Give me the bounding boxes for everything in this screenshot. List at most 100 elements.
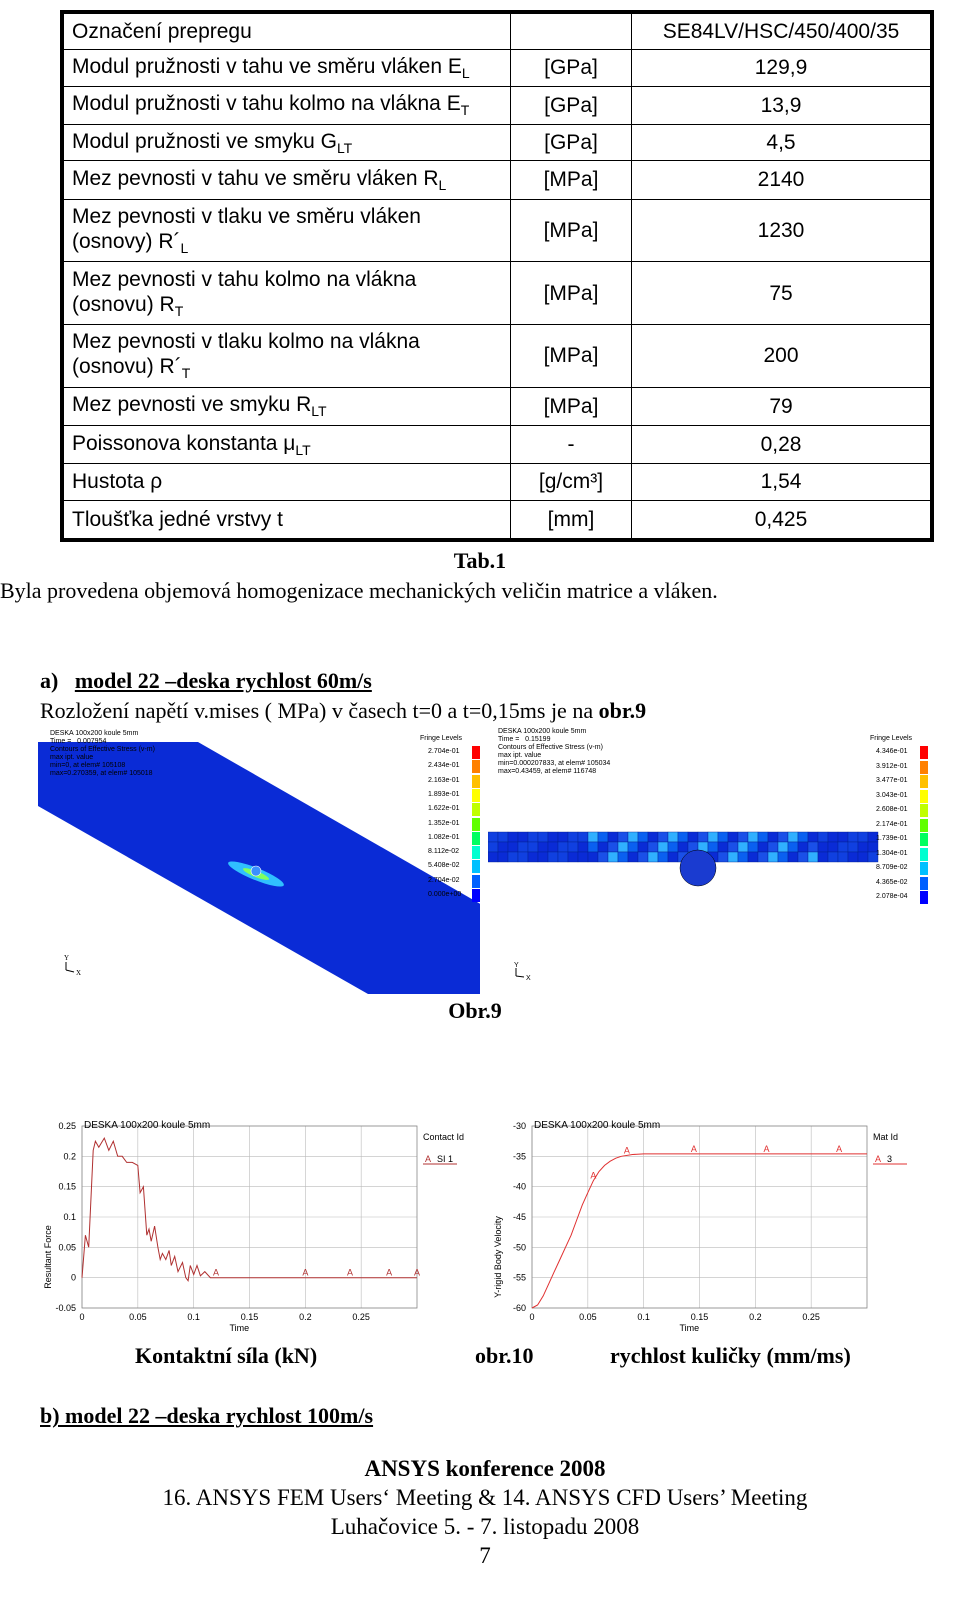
x-tick-label: 0.1 bbox=[187, 1312, 200, 1322]
section-a-heading: a) model 22 –deska rychlost 60m/s bbox=[40, 668, 372, 694]
legend-value: 2.078e-04 bbox=[876, 893, 908, 900]
table-row: Modul pružnosti v tahu kolmo na vlákna E… bbox=[63, 85, 931, 126]
legend-value: 1.739e-01 bbox=[876, 835, 908, 842]
legend-value: 1.893e-01 bbox=[428, 790, 460, 798]
legend-swatch bbox=[472, 860, 480, 874]
fe-right-max: max=0.43459, at elem# 116748 bbox=[498, 768, 597, 775]
fe-right-time: Time = 0.15199 bbox=[498, 736, 551, 743]
legend-value: 0.000e+00 bbox=[428, 891, 462, 898]
legend-swatch bbox=[472, 817, 480, 831]
header-name: Označení prepregu bbox=[63, 12, 511, 51]
series-marker: A bbox=[213, 1268, 219, 1278]
property-name-text: Modul pružnosti ve smyku G bbox=[72, 129, 337, 153]
fig10-right-caption: rychlost kuličky (mm/ms) bbox=[610, 1343, 851, 1368]
legend-swatch bbox=[920, 789, 928, 803]
property-unit: [GPa] bbox=[510, 85, 632, 126]
property-name-text: Modul pružnosti v tahu ve směru vláken E bbox=[72, 55, 462, 79]
svg-text:Y: Y bbox=[514, 962, 519, 969]
legend-value: 8.112e-02 bbox=[428, 848, 460, 856]
y-tick-label: 0.05 bbox=[58, 1242, 76, 1252]
property-value: 0,425 bbox=[631, 499, 931, 540]
table-row: Mez pevnosti v tlaku ve směru vláken (osn… bbox=[63, 198, 931, 263]
ball-velocity-chart: -30 -35 -40 -45 -50 -55 -600 0.05 0.1 0.15 0.2 0.25… bbox=[493, 1120, 907, 1333]
property-subscript: L bbox=[438, 177, 447, 194]
series-marker: A bbox=[347, 1268, 353, 1278]
legend-title: Contact Id bbox=[423, 1132, 464, 1142]
y-axis-label: Resultant Force bbox=[43, 1225, 53, 1289]
fe-right-max-ipt: max ipt. value bbox=[498, 752, 542, 759]
property-name-text: Mez pevnosti v tlaku ve směru vláken bbox=[72, 204, 421, 228]
series-line bbox=[81, 1136, 417, 1282]
footer-page-number: 7 bbox=[479, 1543, 491, 1568]
legend-swatch bbox=[472, 788, 480, 802]
fe-right-min: min=0.000207833, at elem# 105034 bbox=[498, 760, 611, 767]
property-unit: - bbox=[510, 424, 632, 465]
section-a-title: model 22 –deska rychlost 60m/s bbox=[74, 668, 372, 693]
table-header-row: Označení prepregu SE84LV/HSC/450/400/35 bbox=[63, 12, 931, 51]
property-value: 1230 bbox=[631, 198, 931, 263]
fe-right-plate bbox=[488, 831, 879, 887]
material-properties-table: Označení prepregu SE84LV/HSC/450/400/35 … bbox=[60, 10, 934, 542]
plot-frame bbox=[531, 1125, 868, 1309]
legend-value: 2.704e-02 bbox=[428, 876, 460, 884]
y-axis-label: Y-rigid Body Velocity bbox=[493, 1216, 503, 1298]
property-unit: [GPa] bbox=[510, 49, 632, 87]
section-a-label: a) bbox=[40, 668, 59, 693]
x-tick-label: 0.25 bbox=[802, 1312, 820, 1322]
fe-left-max: max=0.270359, at elem# 105018 bbox=[50, 770, 153, 777]
property-value: 4,5 bbox=[631, 124, 931, 162]
property-name-text: Mez pevnosti v tlaku kolmo na vlákna bbox=[72, 330, 420, 354]
legend-value: 1.352e-01 bbox=[428, 819, 460, 827]
x-tick-label: 0 bbox=[529, 1312, 534, 1322]
legend-marker: A bbox=[425, 1154, 431, 1164]
legend-value: 2.704e-01 bbox=[428, 748, 460, 755]
property-name: Modul pružnosti v tahu ve směru vláken E… bbox=[63, 49, 511, 87]
series-marker: A bbox=[836, 1144, 842, 1154]
table-row: Hustota ρ [g/cm³] 1,54 bbox=[63, 463, 931, 501]
legend-swatch bbox=[920, 746, 928, 759]
table-row: Tloušťka jedné vrstvy t [mm] 0,425 bbox=[63, 499, 931, 540]
property-name-text: Hustota ρ bbox=[72, 470, 163, 494]
property-unit: [MPa] bbox=[510, 198, 632, 263]
property-name: Hustota ρ bbox=[63, 463, 511, 501]
legend-value: 2.434e-01 bbox=[428, 762, 460, 770]
x-tick-label: 0.25 bbox=[352, 1312, 370, 1322]
svg-text:X: X bbox=[76, 969, 81, 977]
property-name-text: Mez pevnosti ve smyku R bbox=[72, 393, 312, 417]
property-subscript: T bbox=[460, 102, 470, 119]
fe-right-contours: Contours of Effective Stress (v-m) bbox=[498, 744, 603, 751]
y-tick-label: -40 bbox=[513, 1182, 526, 1192]
property-value: 0,28 bbox=[631, 424, 931, 465]
property-value: 2140 bbox=[631, 160, 931, 200]
property-unit: [g/cm³] bbox=[510, 463, 632, 501]
legend-swatch bbox=[920, 862, 928, 875]
legend-value: 1.622e-01 bbox=[428, 805, 460, 813]
property-name-text: Poissonova konstanta μ bbox=[72, 431, 296, 455]
y-tick-label: 0.15 bbox=[58, 1182, 76, 1192]
y-tick-label: 0.2 bbox=[63, 1151, 76, 1161]
legend-value: 1.304e-01 bbox=[876, 849, 908, 857]
legend-swatch bbox=[920, 775, 928, 788]
property-name-text: Tloušťka jedné vrstvy t bbox=[72, 507, 283, 531]
fe-right-figure: DESKA 100x200 koule 5mm Time = 0.15199 C… bbox=[488, 728, 928, 928]
y-tick-label: -55 bbox=[513, 1273, 526, 1283]
property-value: 200 bbox=[631, 323, 931, 388]
legend-swatch bbox=[920, 804, 928, 817]
property-name: Mez pevnosti v tlaku kolmo na vlákna (osn… bbox=[63, 323, 511, 388]
property-name-line2: (osnovu) R bbox=[72, 292, 175, 316]
svg-text:Y: Y bbox=[64, 954, 69, 962]
x-tick-label: 0.05 bbox=[579, 1312, 597, 1322]
legend-swatch bbox=[472, 874, 480, 888]
legend-swatch bbox=[472, 831, 480, 845]
series-marker: A bbox=[414, 1268, 420, 1278]
legend-swatch bbox=[472, 803, 480, 817]
series-line bbox=[531, 1153, 867, 1309]
y-tick-label: -30 bbox=[513, 1121, 526, 1131]
y-tick-label: -0.05 bbox=[55, 1303, 76, 1313]
property-name: Mez pevnosti v tlaku ve směru vláken (osn… bbox=[63, 198, 511, 263]
property-subscript: L bbox=[461, 65, 470, 82]
x-tick-label: 0.05 bbox=[129, 1312, 147, 1322]
property-name-text: Mez pevnosti v tahu kolmo na vlákna bbox=[72, 267, 417, 291]
svg-text:X: X bbox=[526, 975, 531, 982]
fe-right-title: DESKA 100x200 koule 5mm bbox=[498, 728, 587, 735]
